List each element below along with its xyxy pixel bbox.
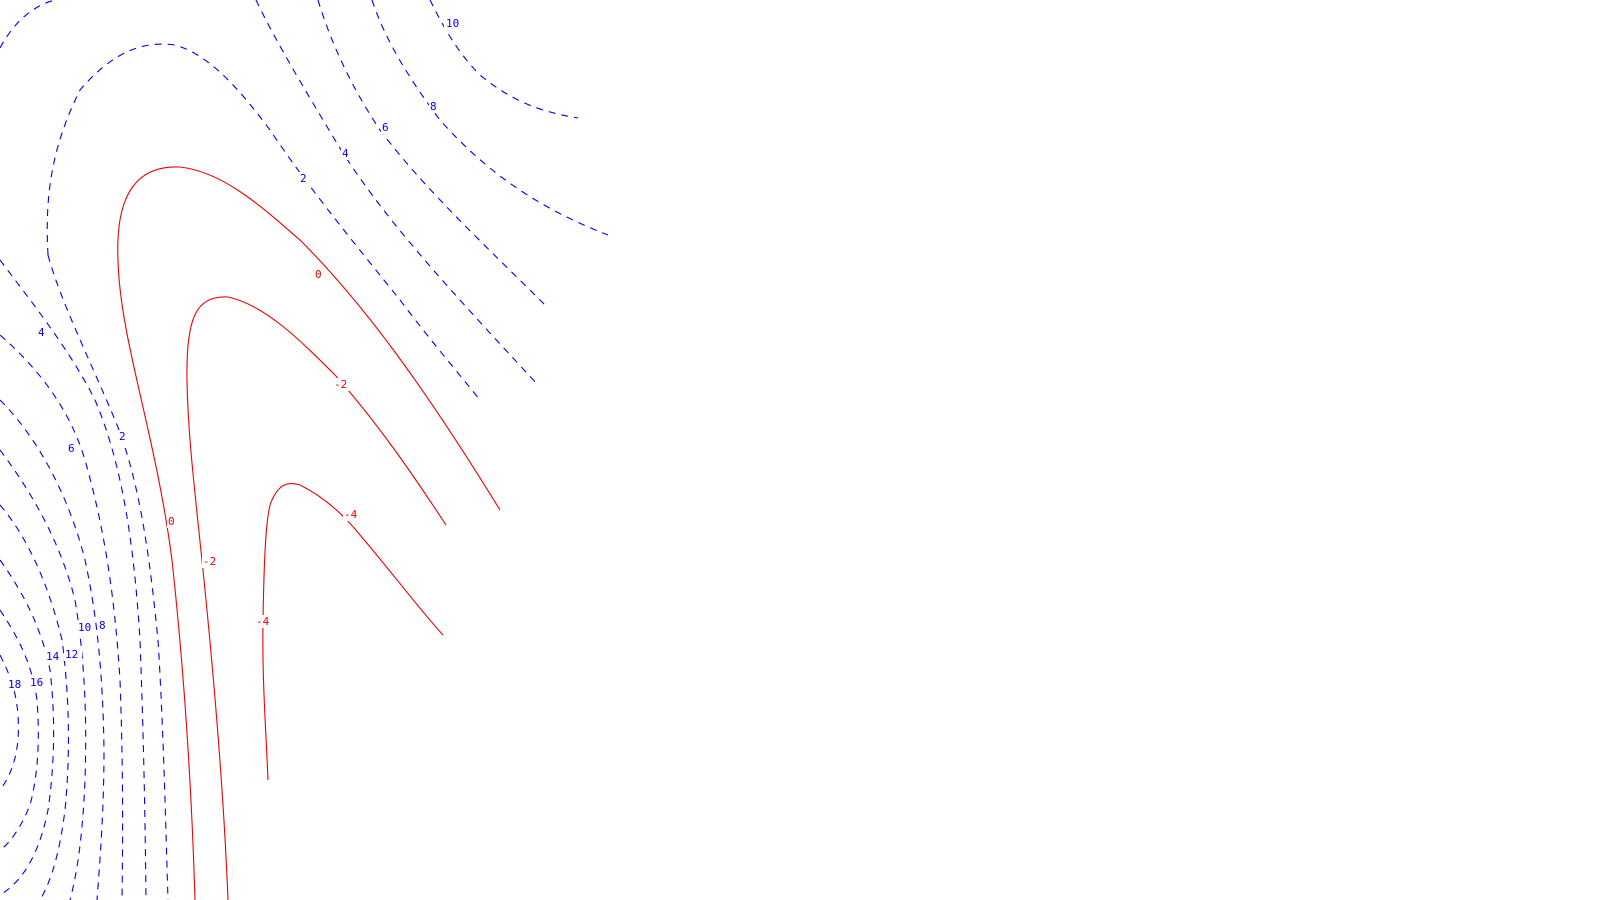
negative-contours (117, 166, 501, 900)
contour-line-12 (0, 504, 69, 900)
contour-line-4 (255, 0, 539, 386)
contour-label: 0 (315, 268, 322, 281)
contour-line-16 (0, 609, 39, 851)
contour-label: 2 (300, 172, 307, 185)
contour-label: 12 (65, 648, 78, 661)
contour-label: 8 (99, 619, 106, 632)
contour-line-8 (371, 0, 609, 236)
contour-label: 4 (38, 326, 45, 339)
contour-line-4-lower (0, 259, 147, 900)
contour-label: 0 (168, 515, 175, 528)
contour-line-14 (0, 559, 55, 896)
contour-line-10-lower (0, 449, 87, 900)
contour-line-minus-2 (186, 296, 447, 900)
contour-label: 6 (382, 121, 389, 134)
contour-label: 18 (8, 678, 21, 691)
contour-label: 4 (342, 147, 349, 160)
positive-contours (0, 0, 609, 900)
contour-label: 16 (30, 676, 43, 689)
contour-line-6 (317, 0, 546, 306)
contour-line-18 (0, 654, 19, 791)
contour-line-2-lower (47, 254, 169, 900)
contour-labels: 10 8 6 4 2 0 -2 -4 4 2 6 0 -2 -4 10 8 14… (7, 17, 462, 691)
contour-label: -4 (344, 508, 358, 521)
contour-label: -2 (203, 555, 216, 568)
contour-line-2-upper (0, 0, 481, 401)
contour-line-0 (117, 166, 501, 900)
contour-label: -4 (256, 615, 270, 628)
contour-line-minus-4 (262, 482, 444, 781)
contour-label: 10 (446, 17, 459, 30)
contour-label: 10 (78, 621, 91, 634)
contour-label: -2 (334, 378, 347, 391)
contour-label: 6 (68, 442, 75, 455)
contour-line-6-lower (0, 334, 124, 900)
contour-label: 2 (119, 430, 126, 443)
contour-label: 8 (430, 100, 437, 113)
contour-label: 14 (46, 650, 60, 663)
